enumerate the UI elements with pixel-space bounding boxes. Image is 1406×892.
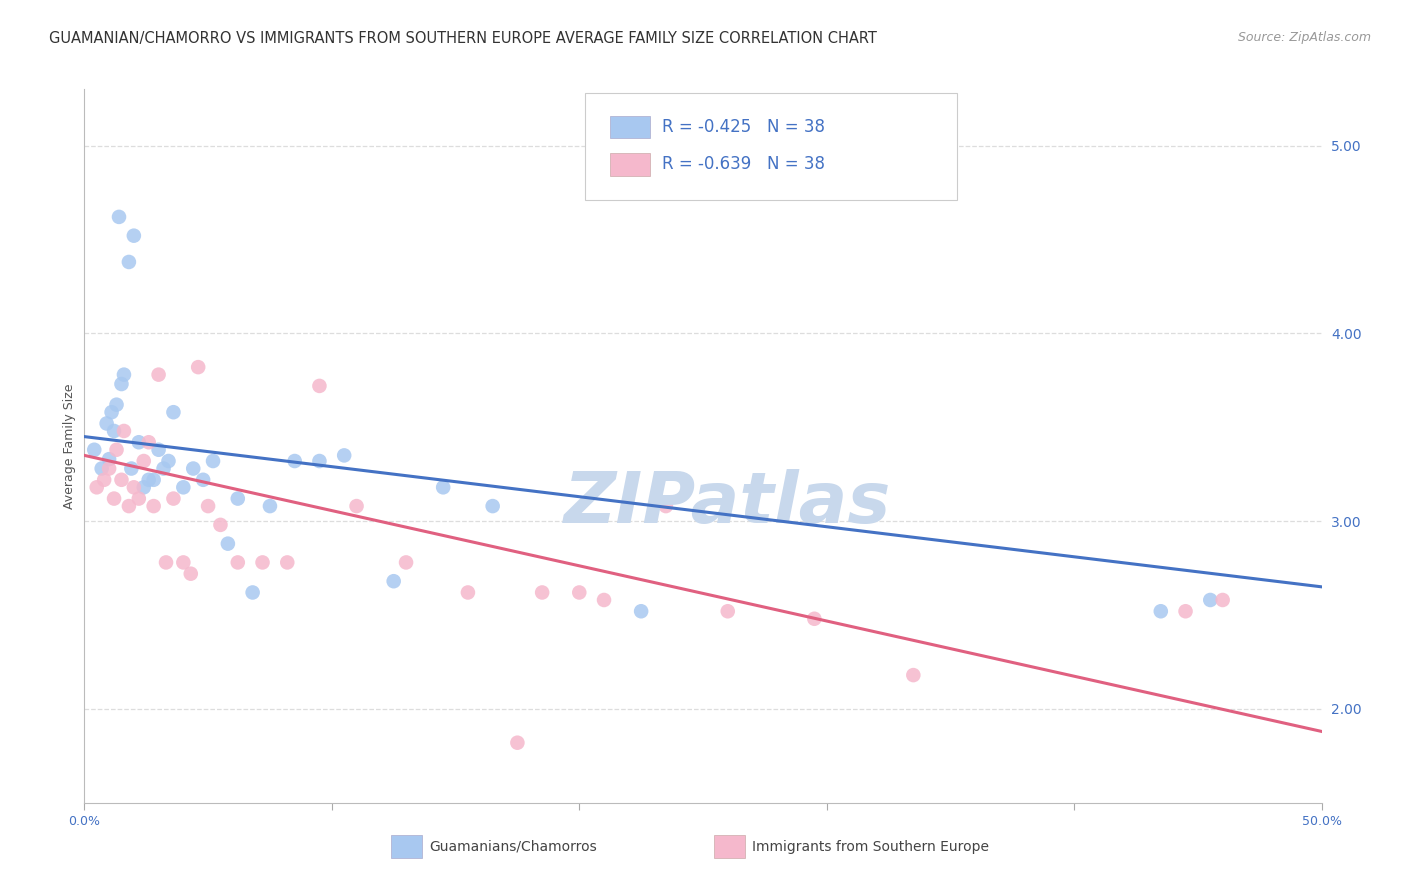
Point [308,454,330,468]
Point [96,417,118,431]
Point [112,424,135,438]
Point [118,499,141,513]
Point [98,452,121,467]
Point [172,556,194,570]
Point [284,454,307,468]
Point [172,480,194,494]
Point [148,368,170,382]
Point [138,435,160,450]
Point [83,442,105,457]
Point [128,491,150,506]
Point [162,491,184,506]
Point [1199,593,1222,607]
Point [308,379,330,393]
Point [187,360,209,375]
Point [382,574,405,589]
Point [242,585,264,599]
Point [717,604,740,618]
Point [122,228,145,243]
Point [122,480,145,494]
Point [395,556,418,570]
Point [481,499,503,513]
Point [259,499,281,513]
Text: ZIPatlas: ZIPatlas [564,468,891,538]
Text: R = -0.425   N = 38: R = -0.425 N = 38 [662,118,825,136]
Point [209,517,232,532]
Y-axis label: Average Family Size: Average Family Size [63,384,76,508]
Text: Guamanians/Chamorros: Guamanians/Chamorros [429,839,596,854]
Text: GUAMANIAN/CHAMORRO VS IMMIGRANTS FROM SOUTHERN EUROPE AVERAGE FAMILY SIZE CORREL: GUAMANIAN/CHAMORRO VS IMMIGRANTS FROM SO… [49,31,877,46]
Point [346,499,368,513]
Point [152,461,174,475]
Point [276,556,298,570]
Point [110,473,132,487]
Point [148,442,170,457]
Point [1174,604,1197,618]
Point [191,473,214,487]
Point [108,210,131,224]
Text: Source: ZipAtlas.com: Source: ZipAtlas.com [1237,31,1371,45]
FancyBboxPatch shape [585,93,956,200]
Point [181,461,204,475]
Point [1150,604,1173,618]
Point [202,454,225,468]
Point [93,473,115,487]
Point [593,593,616,607]
Point [630,604,652,618]
Point [568,585,591,599]
Point [138,473,160,487]
Point [98,461,121,475]
Text: Immigrants from Southern Europe: Immigrants from Southern Europe [752,839,990,854]
Point [217,536,239,550]
Point [112,368,135,382]
Point [120,461,142,475]
Point [1212,593,1234,607]
Point [132,480,155,494]
Point [128,435,150,450]
Point [457,585,479,599]
Point [226,491,249,506]
Point [155,556,177,570]
Point [100,405,122,419]
Point [180,566,202,581]
Point [197,499,219,513]
Point [162,405,184,419]
FancyBboxPatch shape [610,116,650,138]
Point [86,480,108,494]
Point [105,398,128,412]
Point [90,461,112,475]
Point [103,491,125,506]
Point [110,377,132,392]
Text: R = -0.639   N = 38: R = -0.639 N = 38 [662,155,825,173]
Point [142,473,165,487]
Point [226,556,249,570]
Point [105,442,128,457]
Point [157,454,180,468]
Point [118,255,141,269]
Point [132,454,155,468]
Point [531,585,554,599]
Point [432,480,454,494]
Point [655,499,678,513]
Point [903,668,925,682]
Point [142,499,165,513]
Point [333,449,356,463]
Point [103,424,125,438]
Point [252,556,274,570]
FancyBboxPatch shape [610,153,650,176]
Point [506,736,529,750]
Point [803,612,825,626]
